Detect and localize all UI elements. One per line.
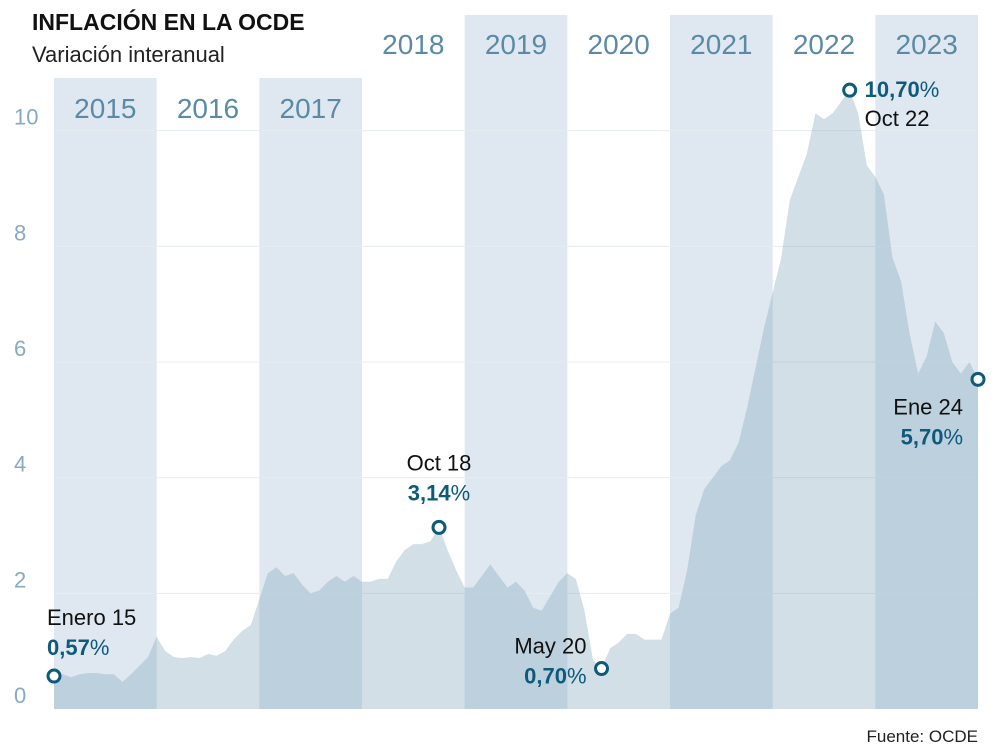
annotation-value-unit: % xyxy=(920,77,940,102)
labels: Enero 15 0,57% Oct 18 3,14% May 20 0,70% Oct 2… xyxy=(46,77,986,689)
annotation-point xyxy=(594,661,610,677)
chart-subtitle: Variación interanual xyxy=(32,42,225,67)
y-tick-label: 6 xyxy=(14,336,26,361)
annotation-point xyxy=(970,371,986,387)
grid: 0 2 4 6 8 10 xyxy=(14,105,978,708)
annotation-value-unit: % xyxy=(451,480,471,505)
y-tick-label: 0 xyxy=(14,683,26,708)
y-tick-label: 4 xyxy=(14,452,26,477)
annotation-date: Oct 18 xyxy=(407,450,472,475)
area xyxy=(54,90,978,709)
plot xyxy=(54,90,978,709)
year-label: 2018 xyxy=(382,29,444,60)
y-tick-label: 8 xyxy=(14,220,26,245)
annotation-value-number: 0,70 xyxy=(524,664,567,689)
year-label: 2023 xyxy=(896,29,958,60)
y-tick-label: 2 xyxy=(14,567,26,592)
annotation-value-unit: % xyxy=(943,424,963,449)
year-label: 2016 xyxy=(177,93,239,124)
annotation-point xyxy=(842,82,858,98)
year-band xyxy=(259,78,362,709)
annotation-value: 10,70% xyxy=(865,77,940,102)
annotation-value-unit: % xyxy=(567,664,587,689)
annotation-point xyxy=(46,668,62,684)
annotation-date: Oct 22 xyxy=(865,106,930,131)
year-label: 2020 xyxy=(588,29,650,60)
annotation-value-number: 5,70 xyxy=(901,424,944,449)
source: Fuente: OCDE xyxy=(867,727,979,746)
annotation-value: 0,57% xyxy=(47,635,109,660)
annotation-value: 5,70% xyxy=(901,424,963,449)
annotation-point xyxy=(431,519,447,535)
annotation-date: Enero 15 xyxy=(47,605,136,630)
annotation-value: 0,70% xyxy=(524,664,586,689)
annotation-value-number: 10,70 xyxy=(865,77,920,102)
annotation-value: 3,14% xyxy=(408,480,470,505)
year-label: 2022 xyxy=(793,29,855,60)
year-band xyxy=(54,78,157,709)
year-label: 2015 xyxy=(74,93,136,124)
annotation-value-number: 0,57 xyxy=(47,635,90,660)
annotation-value-number: 3,14 xyxy=(408,480,452,505)
year-label: 2019 xyxy=(485,29,547,60)
chart-title: INFLACIÓN EN LA OCDE xyxy=(32,8,305,35)
year-label: 2017 xyxy=(280,93,342,124)
annotation-date: May 20 xyxy=(514,634,586,659)
year-label: 2021 xyxy=(690,29,752,60)
annotation-date: Ene 24 xyxy=(893,394,963,419)
y-tick-label: 10 xyxy=(14,105,38,130)
annotation-value-unit: % xyxy=(90,635,110,660)
